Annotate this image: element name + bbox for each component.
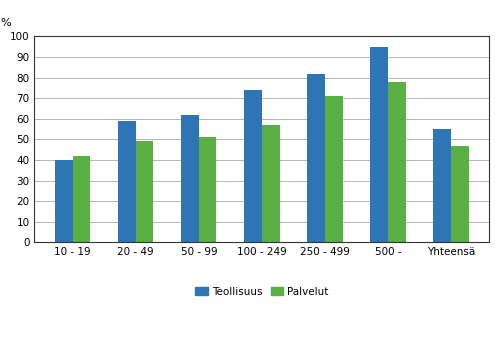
- Bar: [262, 125, 280, 243]
- Bar: [55, 160, 73, 243]
- Bar: [118, 121, 136, 243]
- Bar: [181, 115, 199, 243]
- Bar: [434, 129, 451, 243]
- Bar: [199, 137, 216, 243]
- Bar: [244, 90, 262, 243]
- Bar: [307, 74, 325, 243]
- Legend: Teollisuus, Palvelut: Teollisuus, Palvelut: [191, 282, 333, 301]
- Bar: [325, 96, 343, 243]
- Text: %: %: [0, 18, 11, 28]
- Bar: [136, 141, 153, 243]
- Bar: [451, 146, 469, 243]
- Bar: [370, 47, 388, 243]
- Bar: [73, 156, 90, 243]
- Bar: [388, 82, 406, 243]
